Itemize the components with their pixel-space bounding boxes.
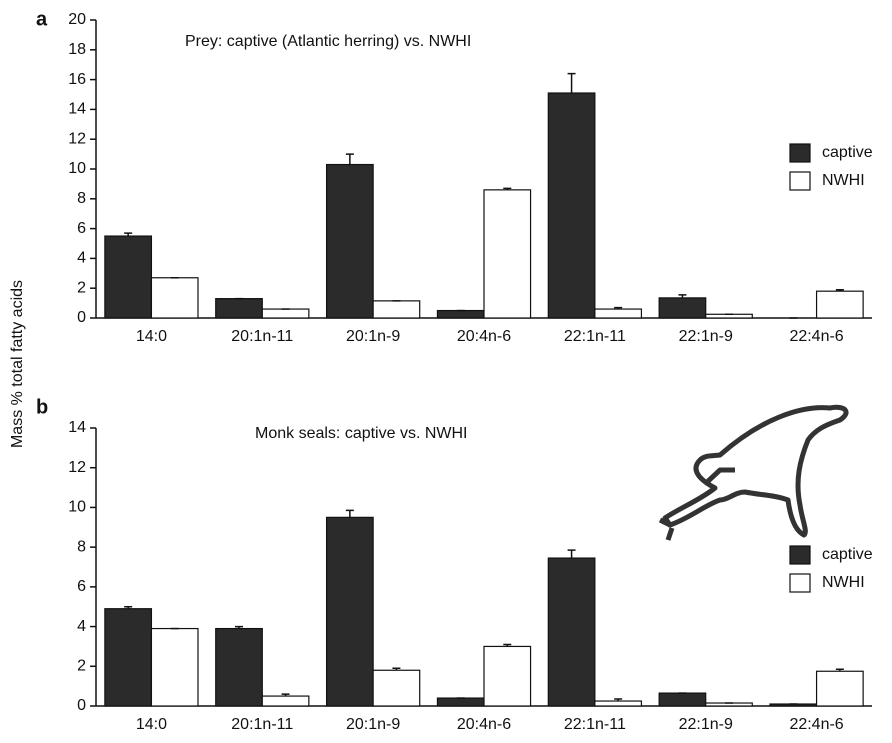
- bar: [327, 165, 374, 318]
- x-tick-label: 14:0: [136, 328, 167, 345]
- bar: [548, 558, 595, 706]
- legend-label: captive: [822, 144, 873, 161]
- page: {"chart_data": [ {"type": "bar", "panel_…: [0, 0, 892, 743]
- bar: [216, 299, 263, 318]
- x-tick-label: 20:1n-9: [346, 328, 400, 345]
- bar: [437, 311, 484, 318]
- panel-label: b: [36, 396, 48, 418]
- y-tick-label: 10: [68, 499, 86, 516]
- legend-swatch: [790, 574, 810, 592]
- chart-title: Monk seals: captive vs. NWHI: [255, 425, 468, 442]
- chart-title: Prey: captive (Atlantic herring) vs. NWH…: [185, 33, 471, 50]
- y-tick-label: 12: [68, 459, 86, 476]
- error-bar: [568, 74, 576, 93]
- legend-label: NWHI: [822, 574, 865, 591]
- bar: [437, 698, 484, 706]
- x-tick-label: 22:4n-6: [789, 328, 843, 345]
- x-tick-label: 22:1n-11: [564, 716, 626, 733]
- bar: [373, 670, 420, 706]
- y-tick-label: 4: [77, 250, 86, 267]
- y-tick-label: 0: [77, 309, 86, 326]
- y-tick-label: 10: [68, 160, 86, 177]
- y-tick-label: 12: [68, 130, 86, 147]
- y-tick-label: 2: [77, 279, 86, 296]
- legend-swatch: [790, 546, 810, 564]
- y-tick-label: 14: [68, 419, 86, 436]
- bar: [327, 517, 374, 706]
- bar: [373, 301, 420, 318]
- bar: [595, 309, 642, 318]
- seal-illustration: [660, 407, 846, 540]
- x-tick-label: 22:1n-9: [679, 716, 733, 733]
- y-tick-label: 16: [68, 71, 86, 88]
- bar: [484, 190, 531, 318]
- legend-label: captive: [822, 546, 873, 563]
- bar: [595, 701, 642, 706]
- y-tick-label: 18: [68, 41, 86, 58]
- y-tick-label: 6: [77, 578, 86, 595]
- legend-swatch: [790, 172, 810, 190]
- bar: [262, 696, 309, 706]
- panel-label: a: [36, 8, 48, 30]
- y-tick-label: 14: [68, 101, 86, 118]
- x-tick-label: 14:0: [136, 716, 167, 733]
- bar: [659, 298, 706, 318]
- x-tick-label: 20:1n-11: [231, 716, 293, 733]
- y-tick-label: 4: [77, 618, 86, 635]
- bar: [484, 646, 531, 706]
- bar: [151, 278, 198, 318]
- chart: a Prey: captive (Atlantic herring) vs. NW…: [0, 0, 892, 738]
- x-tick-label: 22:1n-9: [679, 328, 733, 345]
- bar: [105, 609, 152, 706]
- y-axis-label: Mass % total fatty acids: [9, 280, 26, 448]
- x-tick-label: 20:4n-6: [457, 328, 511, 345]
- bar: [817, 291, 864, 318]
- error-bar: [568, 550, 576, 558]
- bar: [151, 629, 198, 706]
- bar: [548, 93, 595, 318]
- bar: [659, 693, 706, 706]
- y-tick-label: 8: [77, 190, 86, 207]
- error-bar: [346, 510, 354, 517]
- y-tick-label: 2: [77, 658, 86, 675]
- x-tick-label: 22:4n-6: [789, 716, 843, 733]
- legend-swatch: [790, 144, 810, 162]
- y-tick-label: 20: [68, 11, 86, 28]
- x-tick-label: 20:1n-9: [346, 716, 400, 733]
- x-tick-label: 22:1n-11: [564, 328, 626, 345]
- x-tick-label: 20:1n-11: [231, 328, 293, 345]
- y-tick-label: 6: [77, 220, 86, 237]
- bar: [105, 236, 152, 318]
- legend-label: NWHI: [822, 172, 865, 189]
- bar: [262, 309, 309, 318]
- bar: [216, 629, 263, 706]
- x-tick-label: 20:4n-6: [457, 716, 511, 733]
- error-bar: [346, 154, 354, 164]
- bar: [817, 671, 864, 706]
- y-tick-label: 0: [77, 697, 86, 714]
- y-tick-label: 8: [77, 538, 86, 555]
